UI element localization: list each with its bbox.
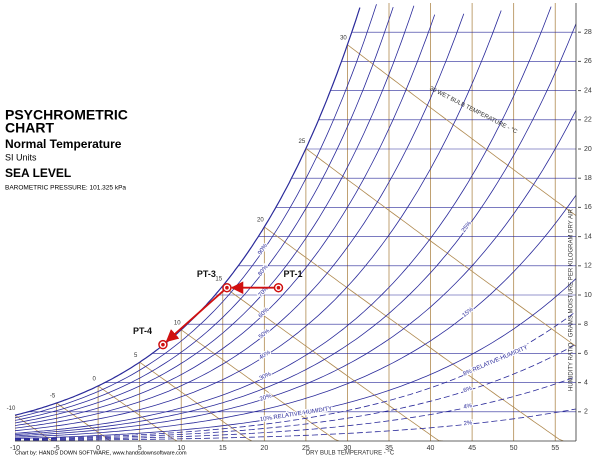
point-label: PT-3	[197, 269, 216, 279]
rh-label: 30%	[259, 371, 273, 382]
y2-tick-label: 22	[584, 117, 592, 124]
x-tick-label: 0	[96, 445, 100, 452]
wet-bulb-label: 30	[340, 35, 347, 41]
wet-bulb-label: 20	[257, 218, 264, 224]
wet-bulb-line	[264, 226, 564, 441]
wet-bulb-label: -10	[7, 406, 16, 412]
x-tick-label: 15	[219, 445, 227, 452]
rh-curve	[15, 10, 502, 432]
rh-curve	[15, 6, 394, 421]
rh-label: 2%	[463, 420, 473, 427]
rh-curve	[15, 110, 576, 437]
rh-curve	[15, 6, 552, 434]
wet-bulb-label: 5	[134, 353, 138, 359]
rh-label: 40%	[258, 349, 272, 361]
wet-bulb-line	[139, 361, 253, 441]
y2-tick-label: 4	[584, 379, 588, 386]
y2-tick-label: 16	[584, 204, 592, 211]
rh-label: 10% RELATIVE HUMIDITY	[260, 406, 333, 423]
y2-tick-label: 18	[584, 175, 592, 182]
x-tick-label: 20	[260, 445, 268, 452]
y2-tick-label: 20	[584, 146, 592, 153]
wet-bulb-line	[222, 285, 444, 441]
overlay: -10 -5 0 5 10 15 20 25 30 35 40 45 50 552468101214161…	[7, 3, 592, 457]
y2-tick-label: 2	[584, 409, 588, 416]
wet-bulb-label: 15	[215, 276, 222, 282]
x-tick-label: 10	[177, 445, 185, 452]
rh-curve	[15, 343, 576, 440]
y2-axis-title: HUMIDITY RATIO - GRAMS MOISTURE PER KILO…	[569, 208, 575, 391]
x-tick-label: 55	[551, 445, 559, 452]
wet-bulb-line	[97, 385, 178, 441]
rh-curve	[15, 311, 576, 440]
y2-tick-label: 6	[584, 350, 588, 357]
wet-bulb-label: 0	[92, 376, 96, 382]
x-tick-label: 40	[427, 445, 435, 452]
wet-bulb-label: -5	[50, 394, 56, 400]
rh-label: 50%	[258, 328, 272, 341]
x-tick-label: 50	[510, 445, 518, 452]
plot-area	[15, 3, 576, 441]
pressure-note: BAROMETRIC PRESSURE: 101.325 kPa	[5, 185, 126, 192]
units: SI Units	[5, 152, 37, 162]
point-label: PT-4	[133, 326, 152, 336]
rh-curve	[15, 23, 576, 435]
process-arrow	[165, 289, 225, 343]
chart-title: PSYCHROMETRIC	[5, 107, 128, 123]
wet-bulb-line	[347, 44, 576, 216]
x-tick-label: 25	[302, 445, 310, 452]
state-point-dot	[161, 342, 165, 347]
y2-tick-label: 12	[584, 263, 592, 270]
rh-label: 4%	[463, 403, 473, 411]
rh-label: 20%	[259, 393, 273, 403]
wet-bulb-line	[305, 148, 576, 347]
wet-bulb-line	[180, 329, 340, 441]
y2-tick-label: 28	[584, 29, 592, 36]
rh-label: 15%	[462, 306, 476, 319]
rh-curve	[15, 278, 576, 439]
rh-curve	[15, 408, 576, 441]
state-point-dot	[225, 285, 229, 290]
rh-label: 6%	[463, 386, 474, 395]
wet-bulb-label: 10	[174, 320, 181, 326]
rh-curve	[15, 14, 436, 426]
x-tick-label: 30	[344, 445, 352, 452]
saturation-curve	[14, 7, 361, 416]
elevation: SEA LEVEL	[5, 166, 71, 180]
point-label: PT-1	[283, 269, 302, 279]
x-tick-label: -5	[53, 445, 59, 452]
x-axis-title: DRY BULB TEMPERATURE - °C	[306, 451, 395, 457]
credit: Chart by: HANDS DOWN SOFTWARE, www.hands…	[15, 450, 187, 456]
subtitle: Normal Temperature	[5, 137, 122, 151]
chart-title: CHART	[5, 120, 54, 136]
y2-tick-label: 8	[584, 321, 588, 328]
rh-curve	[15, 4, 377, 419]
x-tick-label: 45	[468, 445, 476, 452]
y2-tick-label: 14	[584, 233, 592, 240]
y2-tick-label: 10	[584, 292, 592, 299]
x-tick-label: 35	[385, 445, 393, 452]
x-tick-label: 5	[138, 445, 142, 452]
rh-curve	[15, 13, 465, 429]
state-point-dot	[276, 285, 281, 290]
x-tick-label: -10	[10, 445, 20, 452]
y2-tick-label: 26	[584, 58, 592, 65]
wet-bulb-title: 30 WET BULB TEMPERATURE - °C	[428, 86, 518, 136]
wet-bulb-label: 25	[299, 139, 306, 145]
rh-curve	[15, 376, 576, 441]
rh-curve	[15, 5, 415, 424]
y2-tick-label: 24	[584, 87, 592, 94]
rh-curve	[15, 194, 576, 438]
